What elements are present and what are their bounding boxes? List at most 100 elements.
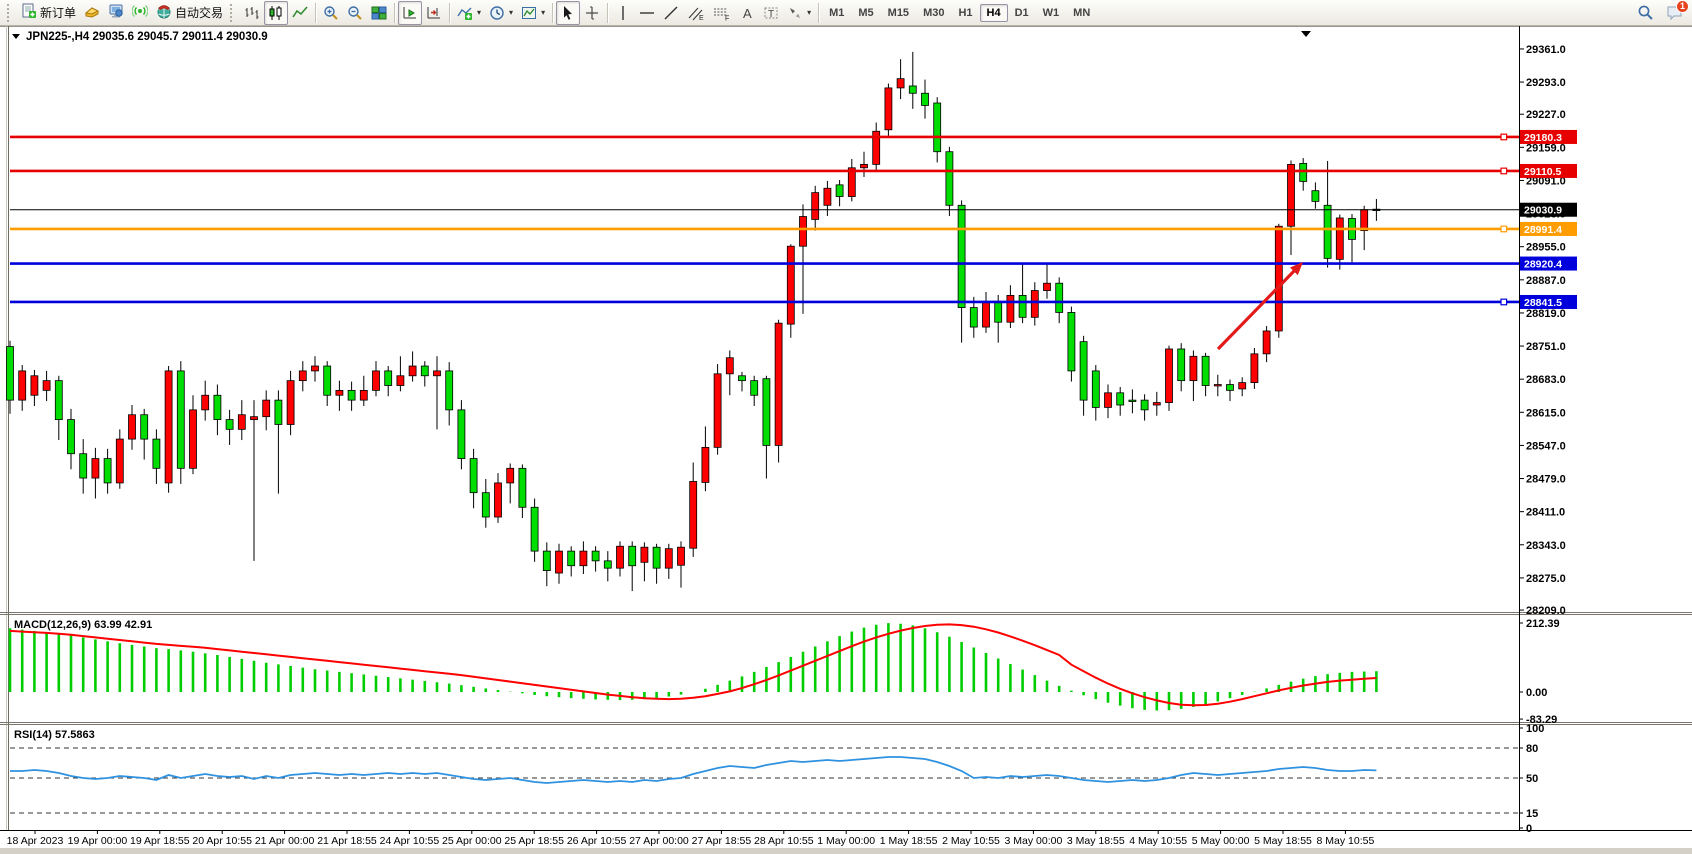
- svg-text:100: 100: [1526, 723, 1544, 735]
- svg-text:JPN225-,H4 29035.6 29045.7 290: JPN225-,H4 29035.6 29045.7 29011.4 29030…: [26, 31, 268, 43]
- tf-m1-button[interactable]: M1: [829, 6, 845, 19]
- channel-icon: E: [688, 7, 704, 21]
- bar-chart-icon: [245, 6, 259, 19]
- market-watch-button[interactable]: [80, 1, 104, 25]
- vertical-line-icon: [622, 5, 624, 20]
- candlestick-mode-button[interactable]: [264, 0, 289, 25]
- tf-m30-button[interactable]: M30: [923, 6, 945, 19]
- svg-text:8 May 10:55: 8 May 10:55: [1317, 835, 1375, 847]
- svg-text:29227.0: 29227.0: [1526, 109, 1566, 121]
- bar-chart-mode-button[interactable]: [240, 1, 264, 25]
- candlestick-icon: [269, 5, 282, 20]
- time-axis[interactable]: 18 Apr 2023 19 Apr 00:00 19 Apr 18:55 20 Ap…: [7, 830, 1375, 847]
- price-lines: [10, 133, 1519, 306]
- svg-text:A: A: [743, 6, 752, 21]
- template-icon: [522, 6, 537, 19]
- auto-trading-icon: [156, 3, 172, 22]
- text-tool-button[interactable]: A: [735, 1, 759, 25]
- svg-text:29091.0: 29091.0: [1526, 175, 1566, 187]
- svg-text:0.00: 0.00: [1526, 687, 1547, 699]
- indicators-button[interactable]: ▾: [453, 1, 485, 25]
- periods-button[interactable]: ▾: [485, 1, 517, 25]
- svg-text:T: T: [768, 9, 774, 20]
- svg-text:50: 50: [1526, 773, 1538, 785]
- chart-shift-button[interactable]: [422, 1, 446, 25]
- signal-waves-icon: [131, 3, 149, 22]
- metaeditor-icon: [108, 3, 124, 22]
- svg-text:28479.0: 28479.0: [1526, 474, 1566, 486]
- svg-text:25 Apr 18:55: 25 Apr 18:55: [504, 835, 564, 847]
- svg-text:29110.5: 29110.5: [1524, 166, 1562, 178]
- svg-text:27 Apr 18:55: 27 Apr 18:55: [692, 835, 752, 847]
- svg-text:29293.0: 29293.0: [1526, 77, 1566, 89]
- zoom-in-button[interactable]: [319, 1, 343, 25]
- arrows-tool-button[interactable]: ▾: [783, 1, 815, 25]
- horizontal-line-tool-button[interactable]: [635, 1, 659, 25]
- new-order-button[interactable]: 新订单: [17, 1, 80, 25]
- cursor-tool-button[interactable]: [556, 0, 581, 25]
- toolbar-drag-handle[interactable]: [7, 3, 14, 22]
- equidistant-channel-tool-button[interactable]: E: [683, 1, 709, 25]
- vertical-line-tool-button[interactable]: [611, 1, 635, 25]
- svg-text:15: 15: [1526, 808, 1538, 820]
- svg-text:MACD(12,26,9) 63.99 42.91: MACD(12,26,9) 63.99 42.91: [14, 619, 152, 631]
- tf-w1-button[interactable]: W1: [1042, 6, 1060, 19]
- chevron-down-icon: ▾: [509, 8, 514, 17]
- svg-text:5 May 18:55: 5 May 18:55: [1254, 835, 1312, 847]
- svg-text:20 Apr 10:55: 20 Apr 10:55: [192, 835, 252, 847]
- tf-m15-button[interactable]: M15: [887, 6, 910, 19]
- text-a-icon: A: [743, 6, 752, 21]
- svg-text:1 May 18:55: 1 May 18:55: [880, 835, 938, 847]
- one-click-trading-triangle-icon: [1301, 31, 1311, 37]
- tf-d1-button[interactable]: D1: [1014, 6, 1029, 19]
- svg-text:3 May 00:00: 3 May 00:00: [1005, 835, 1063, 847]
- auto-trading-button[interactable]: 自动交易: [152, 1, 227, 25]
- templates-button[interactable]: ▾: [517, 1, 549, 25]
- svg-text:29361.0: 29361.0: [1526, 44, 1566, 56]
- new-order-icon: [21, 3, 37, 22]
- svg-text:E: E: [699, 15, 704, 21]
- svg-text:28887.0: 28887.0: [1526, 275, 1566, 287]
- line-chart-icon: [292, 6, 308, 17]
- zoom-in-icon: [324, 5, 338, 20]
- svg-text:27 Apr 00:00: 27 Apr 00:00: [629, 835, 689, 847]
- price-axis[interactable]: 29361.029293.029227.029159.029091.029023…: [1519, 44, 1566, 835]
- metaeditor-button[interactable]: [104, 1, 128, 25]
- tf-m5-button[interactable]: M5: [858, 6, 874, 19]
- svg-text:212.39: 212.39: [1526, 618, 1560, 630]
- chart-background: [0, 26, 1692, 854]
- auto-scroll-button[interactable]: [398, 0, 423, 25]
- chat-button[interactable]: 1: [1664, 0, 1689, 24]
- trendline-tool-button[interactable]: [659, 1, 683, 25]
- svg-text:28841.5: 28841.5: [1524, 297, 1562, 309]
- crosshair-tool-button[interactable]: [580, 1, 604, 25]
- tile-windows-button[interactable]: [367, 1, 391, 25]
- text-label-tool-button[interactable]: T: [759, 1, 783, 25]
- svg-text:RSI(14) 57.5863: RSI(14) 57.5863: [14, 729, 95, 741]
- svg-text:28920.4: 28920.4: [1524, 259, 1562, 271]
- svg-text:29159.0: 29159.0: [1526, 142, 1566, 154]
- price-line-badges: 29180.3 29110.5 29030.9 28991.4 28920.4 28841…: [1520, 129, 1577, 309]
- search-button[interactable]: [1633, 1, 1658, 25]
- svg-text:21 Apr 18:55: 21 Apr 18:55: [317, 835, 377, 847]
- svg-text:28275.0: 28275.0: [1526, 573, 1566, 585]
- clock-icon: [490, 5, 504, 20]
- tf-mn-button[interactable]: MN: [1073, 6, 1091, 19]
- zoom-out-button[interactable]: [343, 1, 367, 25]
- main-toolbar: 新订单 自动交易: [0, 0, 1692, 26]
- svg-text:28209.0: 28209.0: [1526, 605, 1566, 617]
- svg-text:-83.29: -83.29: [1526, 714, 1557, 726]
- svg-text:18 Apr 2023: 18 Apr 2023: [7, 835, 64, 847]
- arrows-shapes-icon: [790, 7, 801, 18]
- svg-text:28955.0: 28955.0: [1526, 242, 1566, 254]
- notification-badge: 1: [1676, 0, 1689, 13]
- fibonacci-tool-button[interactable]: F: [709, 1, 735, 25]
- chart-canvas[interactable]: MACD(12,26,9) 63.99 42.91 RSI(14) 57.5863…: [0, 26, 1692, 854]
- tf-h1-button[interactable]: H1: [958, 6, 973, 19]
- chart-window: MACD(12,26,9) 63.99 42.91 RSI(14) 57.5863…: [0, 26, 1692, 854]
- signals-button[interactable]: [128, 1, 152, 25]
- toolbar-drag-handle[interactable]: [230, 3, 237, 22]
- line-chart-mode-button[interactable]: [288, 1, 312, 25]
- tf-h4-button[interactable]: H4: [979, 3, 1008, 22]
